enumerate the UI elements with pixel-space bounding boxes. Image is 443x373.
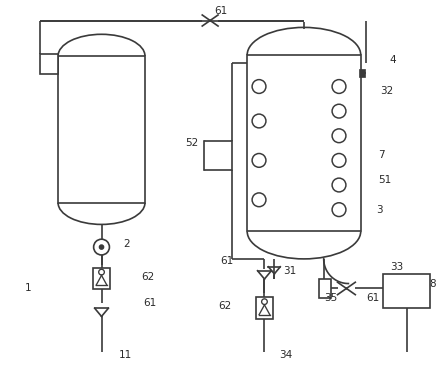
Circle shape [252,114,266,128]
Bar [204,141,232,170]
Text: 34: 34 [279,351,292,360]
Circle shape [332,178,346,192]
Circle shape [252,154,266,167]
Text: 1: 1 [24,283,31,294]
Text: 31: 31 [283,266,296,276]
Bar [256,297,273,319]
Circle shape [252,193,266,207]
Bar [319,279,330,298]
Text: 33: 33 [390,262,403,272]
Text: 62: 62 [141,272,154,282]
Circle shape [332,154,346,167]
Bar [93,268,110,289]
Bar [359,69,365,77]
Bar [58,56,145,203]
Circle shape [332,79,346,93]
Circle shape [332,104,346,118]
Circle shape [332,129,346,142]
Text: 3: 3 [376,205,383,214]
Text: 62: 62 [218,301,231,311]
Text: 35: 35 [324,293,337,303]
Text: 61: 61 [214,6,227,16]
Text: 61: 61 [220,256,233,266]
Text: 8: 8 [429,279,436,289]
Bar [383,274,430,308]
Text: 61: 61 [143,298,156,308]
Bar [40,54,58,74]
Text: 51: 51 [378,175,391,185]
Text: 4: 4 [390,55,396,65]
Circle shape [252,79,266,93]
Text: 2: 2 [123,239,130,249]
Text: 7: 7 [378,150,385,160]
Text: 52: 52 [186,138,199,148]
Text: 61: 61 [366,293,379,303]
Circle shape [93,239,109,255]
Text: 11: 11 [119,351,132,360]
Circle shape [332,203,346,217]
Text: 32: 32 [380,87,393,97]
Circle shape [100,245,104,249]
Bar [247,55,361,231]
